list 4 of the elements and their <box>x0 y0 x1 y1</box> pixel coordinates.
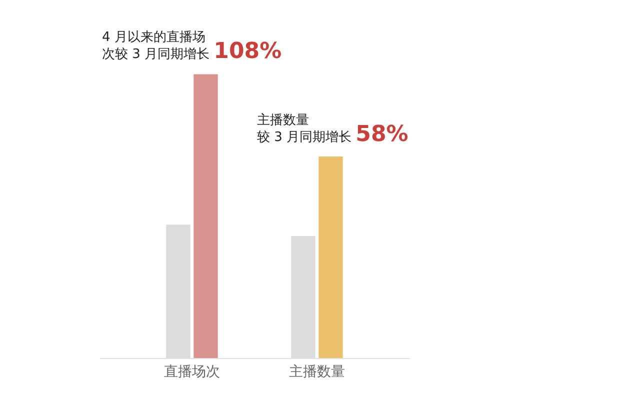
x-tick-label: 主播数量 <box>289 364 345 380</box>
bar <box>318 156 343 358</box>
x-tick-label: 直播场次 <box>164 364 220 380</box>
bar <box>194 74 218 358</box>
